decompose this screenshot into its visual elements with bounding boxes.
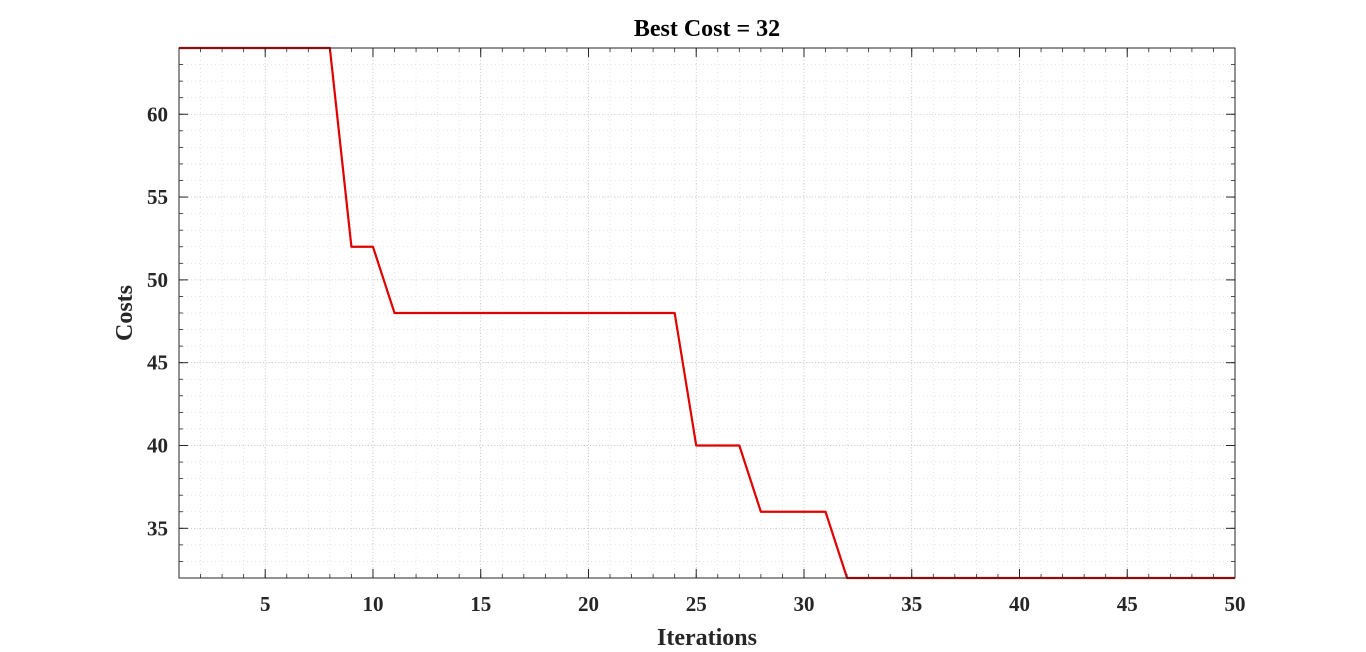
x-tick-labels: 5 10 15 20 25 30 35 40 45 50: [260, 592, 1246, 616]
y-tick-label: 45: [147, 351, 168, 375]
x-tick-label: 10: [362, 592, 383, 616]
x-tick-label: 40: [1009, 592, 1030, 616]
y-tick-label: 55: [147, 185, 168, 209]
y-tick-label: 60: [147, 102, 168, 126]
x-tick-label: 50: [1225, 592, 1246, 616]
x-tick-label: 20: [578, 592, 599, 616]
tick-marks: [178, 47, 1236, 579]
y-axis-label: Costs: [112, 285, 138, 341]
y-tick-label: 35: [147, 516, 168, 540]
x-tick-label: 15: [470, 592, 491, 616]
x-tick-label: 45: [1117, 592, 1138, 616]
y-tick-label: 40: [147, 434, 168, 458]
y-tick-labels: 35 40 45 50 55 60: [147, 102, 168, 540]
x-tick-label: 30: [793, 592, 814, 616]
chart-title: Best Cost = 32: [634, 16, 780, 42]
x-tick-label: 5: [260, 592, 271, 616]
x-tick-label: 25: [686, 592, 707, 616]
y-tick-label: 50: [147, 268, 168, 292]
x-tick-label: 35: [901, 592, 922, 616]
x-axis-label: Iterations: [657, 625, 757, 651]
